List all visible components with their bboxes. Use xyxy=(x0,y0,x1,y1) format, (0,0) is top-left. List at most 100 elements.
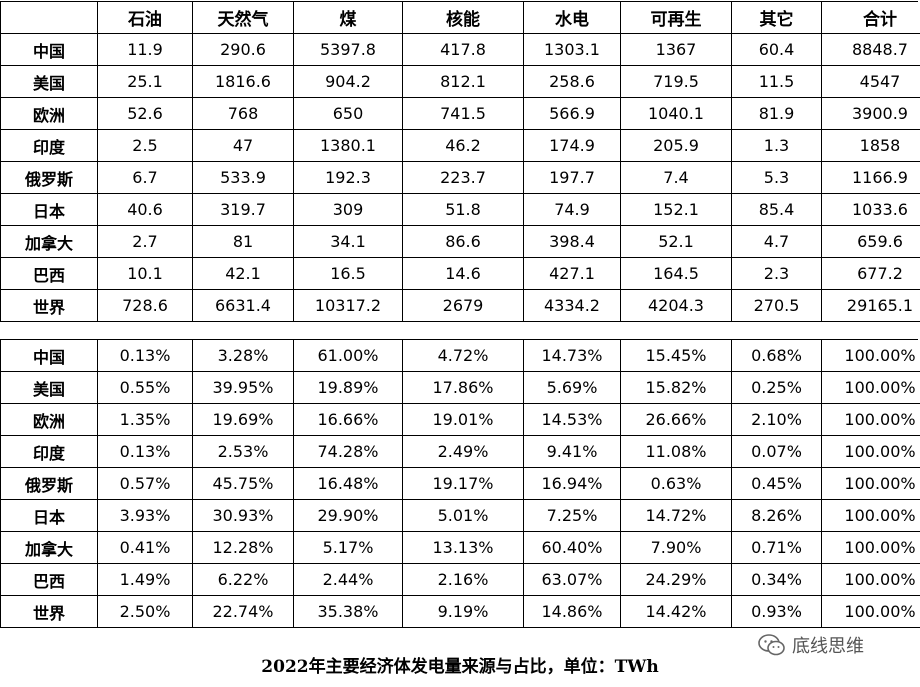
table-cell: 5.17% xyxy=(294,532,403,564)
table-cell: 51.8 xyxy=(403,194,524,226)
table-row: 美国 25.1 1816.6 904.2 812.1 258.6 719.5 11.5 4547 xyxy=(0,66,920,98)
table-cell: 其它 xyxy=(732,2,822,34)
table-cell: 天然气 xyxy=(193,2,294,34)
table-cell: 42.1 xyxy=(193,258,294,290)
table-cell: 1380.1 xyxy=(294,130,403,162)
table-cell: 3.93% xyxy=(98,500,193,532)
table-cell: 7.4 xyxy=(621,162,732,194)
table-row: 美国 0.55% 39.95% 19.89% 17.86% 5.69% 15.82% 0.25… xyxy=(0,372,920,404)
row-label: 中国 xyxy=(0,34,98,66)
table-cell: 5397.8 xyxy=(294,34,403,66)
table-row: 中国 11.9 290.6 5397.8 417.8 1303.1 1367 60.4 8848… xyxy=(0,34,920,66)
table-cell: 1.3 xyxy=(732,130,822,162)
table-cell: 47 xyxy=(193,130,294,162)
table-cell: 核能 xyxy=(403,2,524,34)
table-cell: 2.7 xyxy=(98,226,193,258)
table-cell: 768 xyxy=(193,98,294,130)
table-cell: 17.86% xyxy=(403,372,524,404)
table-row: 印度 2.5 47 1380.1 46.2 174.9 205.9 1.3 1858 xyxy=(0,130,920,162)
table-cell: 812.1 xyxy=(403,66,524,98)
table-cell: 152.1 xyxy=(621,194,732,226)
table-cell: 100.00% xyxy=(822,564,920,596)
table-cell: 19.89% xyxy=(294,372,403,404)
table-cell: 1166.9 xyxy=(822,162,920,194)
table-caption: 2022年主要经济体发电量来源与占比，单位：TWh xyxy=(261,657,659,677)
table-row: 俄罗斯 6.7 533.9 192.3 223.7 197.7 7.4 5.3 1166.9 xyxy=(0,162,920,194)
table-cell: 8848.7 xyxy=(822,34,920,66)
table-cell: 0.93% xyxy=(732,596,822,628)
table-cell: 223.7 xyxy=(403,162,524,194)
row-label: 巴西 xyxy=(0,258,98,290)
table-cell: 15.82% xyxy=(621,372,732,404)
table-cell: 719.5 xyxy=(621,66,732,98)
row-label: 日本 xyxy=(0,194,98,226)
table-cell: 290.6 xyxy=(193,34,294,66)
table-cell: 2679 xyxy=(403,290,524,322)
table-cell: 8.26% xyxy=(732,500,822,532)
table-cell: 16.48% xyxy=(294,468,403,500)
table-cell: 2.10% xyxy=(732,404,822,436)
table-cell: 86.6 xyxy=(403,226,524,258)
watermark: 底线思维 xyxy=(758,632,864,658)
table-row: 世界 728.6 6631.4 10317.2 2679 4334.2 4204.3 270.… xyxy=(0,290,920,322)
table-cell: 533.9 xyxy=(193,162,294,194)
table-cell: 10317.2 xyxy=(294,290,403,322)
row-label: 加拿大 xyxy=(0,226,98,258)
table-cell: 81 xyxy=(193,226,294,258)
table-cell: 164.5 xyxy=(621,258,732,290)
table-cell: 14.42% xyxy=(621,596,732,628)
table-cell: 52.1 xyxy=(621,226,732,258)
table-row: 印度 0.13% 2.53% 74.28% 2.49% 9.41% 11.08% 0.07% 1… xyxy=(0,436,920,468)
table-top-border xyxy=(0,339,918,340)
row-label: 世界 xyxy=(0,290,98,322)
table-cell: 14.86% xyxy=(524,596,621,628)
table-cell: 4.7 xyxy=(732,226,822,258)
table-cell: 1367 xyxy=(621,34,732,66)
table-cell: 0.34% xyxy=(732,564,822,596)
table-cell: 0.13% xyxy=(98,436,193,468)
table-cell: 34.1 xyxy=(294,226,403,258)
table-cell: 2.50% xyxy=(98,596,193,628)
table-row: 加拿大 0.41% 12.28% 5.17% 13.13% 60.40% 7.90% 0.71… xyxy=(0,532,920,564)
table-cell: 417.8 xyxy=(403,34,524,66)
table-row: 日本 40.6 319.7 309 51.8 74.9 152.1 85.4 1033.6 xyxy=(0,194,920,226)
table-cell: 1303.1 xyxy=(524,34,621,66)
table-cell: 合计 xyxy=(822,2,920,34)
table-cell: 2.44% xyxy=(294,564,403,596)
table-cell: 728.6 xyxy=(98,290,193,322)
table-cell: 6.7 xyxy=(98,162,193,194)
table-cell: 16.5 xyxy=(294,258,403,290)
table-cell: 3.28% xyxy=(193,340,294,372)
table-cell: 39.95% xyxy=(193,372,294,404)
row-label: 欧洲 xyxy=(0,404,98,436)
table-cell: 1816.6 xyxy=(193,66,294,98)
table-cell: 石油 xyxy=(98,2,193,34)
table-cell: 煤 xyxy=(294,2,403,34)
table-cell: 16.94% xyxy=(524,468,621,500)
row-label: 巴西 xyxy=(0,564,98,596)
table-cell: 0.25% xyxy=(732,372,822,404)
table-cell: 61.00% xyxy=(294,340,403,372)
table-cell: 30.93% xyxy=(193,500,294,532)
table-cell: 29.90% xyxy=(294,500,403,532)
table-cell: 2.5 xyxy=(98,130,193,162)
row-label xyxy=(0,2,98,34)
table-cell: 427.1 xyxy=(524,258,621,290)
table-cell: 52.6 xyxy=(98,98,193,130)
table-cell: 5.01% xyxy=(403,500,524,532)
table-cell: 7.90% xyxy=(621,532,732,564)
row-label: 美国 xyxy=(0,372,98,404)
table-cell: 19.01% xyxy=(403,404,524,436)
table-cell: 4547 xyxy=(822,66,920,98)
table-cell: 25.1 xyxy=(98,66,193,98)
table-cell: 904.2 xyxy=(294,66,403,98)
table-cell: 0.45% xyxy=(732,468,822,500)
table-cell: 9.19% xyxy=(403,596,524,628)
table-cell: 60.4 xyxy=(732,34,822,66)
table-cell: 566.9 xyxy=(524,98,621,130)
table-cell: 35.38% xyxy=(294,596,403,628)
table-cell: 11.08% xyxy=(621,436,732,468)
row-label: 俄罗斯 xyxy=(0,162,98,194)
row-label: 加拿大 xyxy=(0,532,98,564)
table-cell: 3900.9 xyxy=(822,98,920,130)
